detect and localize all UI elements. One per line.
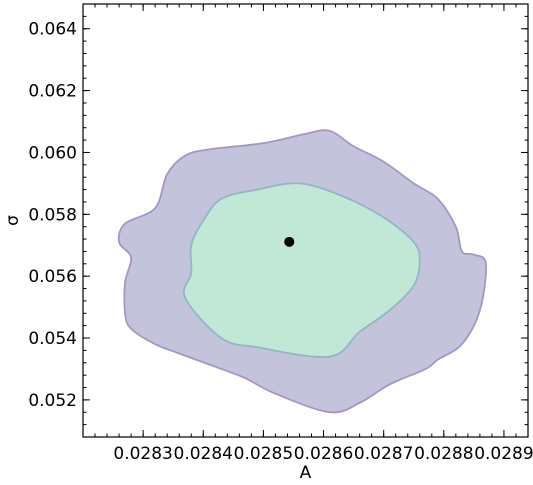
y-tick-label: 0.056 (28, 267, 77, 287)
confidence-regions (119, 130, 486, 412)
y-tick-label: 0.052 (28, 391, 77, 411)
y-tick-labels: 0.052 0.054 0.056 0.058 0.060 0.062 0.064 (28, 20, 77, 411)
x-tick-labels: 0.0283 0.0284 0.0285 0.0286 0.0287 0.0288 0.02… (113, 444, 533, 464)
x-tick-label: 0.0283 (113, 444, 172, 464)
x-tick-label: 0.0288 (414, 444, 473, 464)
y-tick-label: 0.064 (28, 20, 77, 40)
x-tick-label: 0.0284 (174, 444, 233, 464)
x-axis-label: A (300, 463, 312, 483)
y-tick-label: 0.058 (28, 205, 77, 225)
x-tick-label: 0.0286 (294, 444, 353, 464)
best-fit-point (284, 237, 294, 247)
x-tick-label: 0.0287 (354, 444, 413, 464)
y-tick-label: 0.060 (28, 143, 77, 163)
y-tick-label: 0.062 (28, 82, 77, 102)
x-tick-label: 0.0285 (234, 444, 293, 464)
y-axis-label: σ (3, 215, 23, 226)
y-tick-label: 0.054 (28, 329, 77, 349)
best-fit-points (284, 237, 294, 247)
x-tick-label: 0.0289 (474, 444, 533, 464)
